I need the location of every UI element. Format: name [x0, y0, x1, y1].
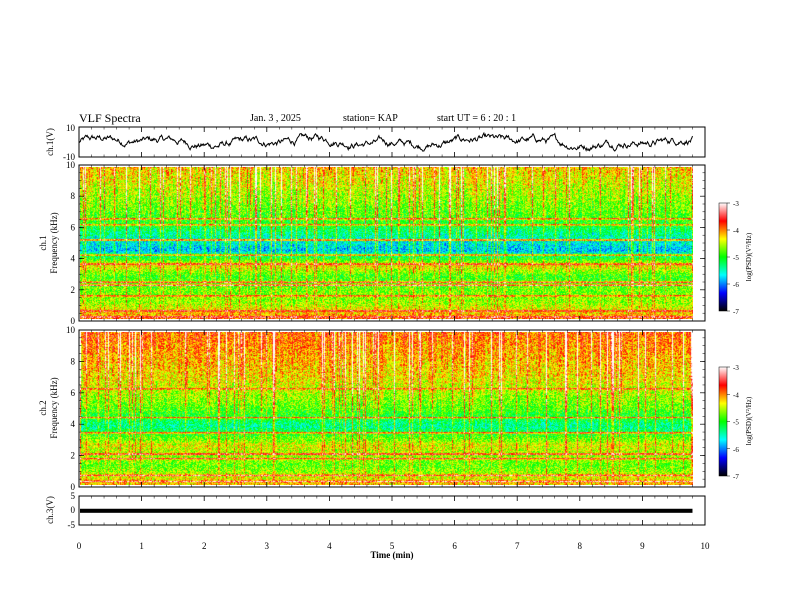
ch2-spectrogram-panel: 0 2 4 6 8 10 ch.2 Frequency (kHz): [38, 325, 706, 492]
colorbar-1: -3 -4 -5 -6 -7 log(PSD)(V²/Hz): [718, 200, 753, 316]
spec-ytick-label: 6: [71, 222, 76, 232]
time-tick-label: 10: [701, 541, 711, 551]
spec-ytick-label: 0: [71, 482, 76, 492]
ch3-ylabel: ch.3(V): [45, 496, 55, 524]
spec-ytick-label: 2: [71, 451, 76, 461]
ch1-spectrogram-image: [80, 167, 693, 319]
ch3-ytick-bottom: -5: [68, 520, 76, 530]
colorbar-1-label: log(PSD)(V²/Hz): [745, 232, 753, 281]
colorbar-1-bar: [718, 202, 728, 312]
ch1-waveform-line: [78, 131, 693, 152]
ch1-ytick-top: 10: [66, 123, 76, 133]
spec-ytick-label: 4: [71, 254, 76, 264]
colorbar-2-label: log(PSD)(V²/Hz): [745, 396, 753, 445]
spec-ytick-label: 8: [71, 356, 76, 366]
spec-ytick-label: 6: [71, 388, 76, 398]
time-tick-label: 0: [77, 541, 82, 551]
colorbar-tick-label: -3: [733, 364, 739, 372]
time-tick-label: 8: [578, 541, 583, 551]
spec-ytick-label: 8: [71, 191, 76, 201]
spec-ytick-label: 4: [71, 419, 76, 429]
colorbar-tick-label: -6: [733, 446, 739, 454]
ch3-ytick-top: 5: [71, 491, 76, 501]
colorbar-tick-label: -5: [733, 419, 739, 427]
time-tick-label: 6: [452, 541, 457, 551]
ch3-ytick-mid: 0: [71, 505, 76, 515]
spec-ytick-label: 2: [71, 285, 76, 295]
ch1-spec-ylabel-channel: ch.1: [38, 235, 48, 250]
time-tick-label: 4: [327, 541, 332, 551]
ch3-signal-band: [80, 508, 693, 513]
time-tick-label: 7: [515, 541, 520, 551]
ch1-ytick-bottom: -10: [63, 152, 75, 162]
colorbar-tick-label: -7: [733, 308, 739, 316]
spec-ytick-label: 0: [71, 316, 76, 326]
header-date: Jan. 3 , 2025: [250, 113, 301, 124]
spec-ytick-label: 10: [66, 325, 76, 335]
header-start-time: start UT = 6 : 20 : 1: [437, 113, 517, 124]
ch2-spec-yticks: 0 2 4 6 8 10: [66, 325, 705, 492]
colorbar-tick-label: -3: [733, 200, 739, 208]
time-tick-label: 3: [265, 541, 270, 551]
time-tick-label: 1: [139, 541, 144, 551]
ch2-spec-ylabel-channel: ch.2: [38, 400, 48, 415]
spec-ytick-label: 10: [66, 160, 76, 170]
time-axis-ticks: [78, 127, 706, 525]
ch1-spec-yticks: 0 2 4 6 8 10: [66, 160, 705, 326]
colorbar-tick-label: -7: [733, 473, 739, 481]
time-axis-labels: 0 1 2 3 4 5 6 7 8 9 10: [77, 541, 710, 551]
ch3-waveform-panel: 5 0 -5 ch.3(V): [45, 491, 706, 530]
time-axis-label: Time (min): [370, 550, 413, 560]
figure-title: VLF Spectra: [79, 111, 141, 125]
colorbar-tick-label: -4: [733, 391, 739, 399]
colorbar-tick-label: -4: [733, 227, 739, 235]
colorbar-tick-label: -6: [733, 281, 739, 289]
ch1-spec-ylabel-frequency: Frequency (kHz): [49, 212, 59, 273]
header-station: station= KAP: [343, 113, 398, 124]
ch1-spectrogram-panel: 0 2 4 6 8 10 ch.1 Frequency (kHz): [38, 160, 706, 326]
colorbar-2-bar: [718, 366, 728, 477]
colorbar-1-ticks: -3 -4 -5 -6 -7: [727, 200, 739, 316]
time-tick-label: 5: [390, 541, 395, 551]
colorbar-2-ticks: -3 -4 -5 -6 -7: [727, 364, 739, 481]
ch2-spec-ylabel-frequency: Frequency (kHz): [49, 377, 59, 438]
ch2-spectrogram-image: [80, 332, 693, 485]
time-tick-label: 2: [202, 541, 207, 551]
ch1-waveform-panel: 10 -10 ch.1(V): [45, 123, 706, 162]
time-tick-label: 9: [640, 541, 645, 551]
colorbar-2: -3 -4 -5 -6 -7 log(PSD)(V²/Hz): [718, 364, 753, 481]
ch1-ylabel: ch.1(V): [45, 128, 55, 156]
colorbar-tick-label: -5: [733, 254, 739, 262]
